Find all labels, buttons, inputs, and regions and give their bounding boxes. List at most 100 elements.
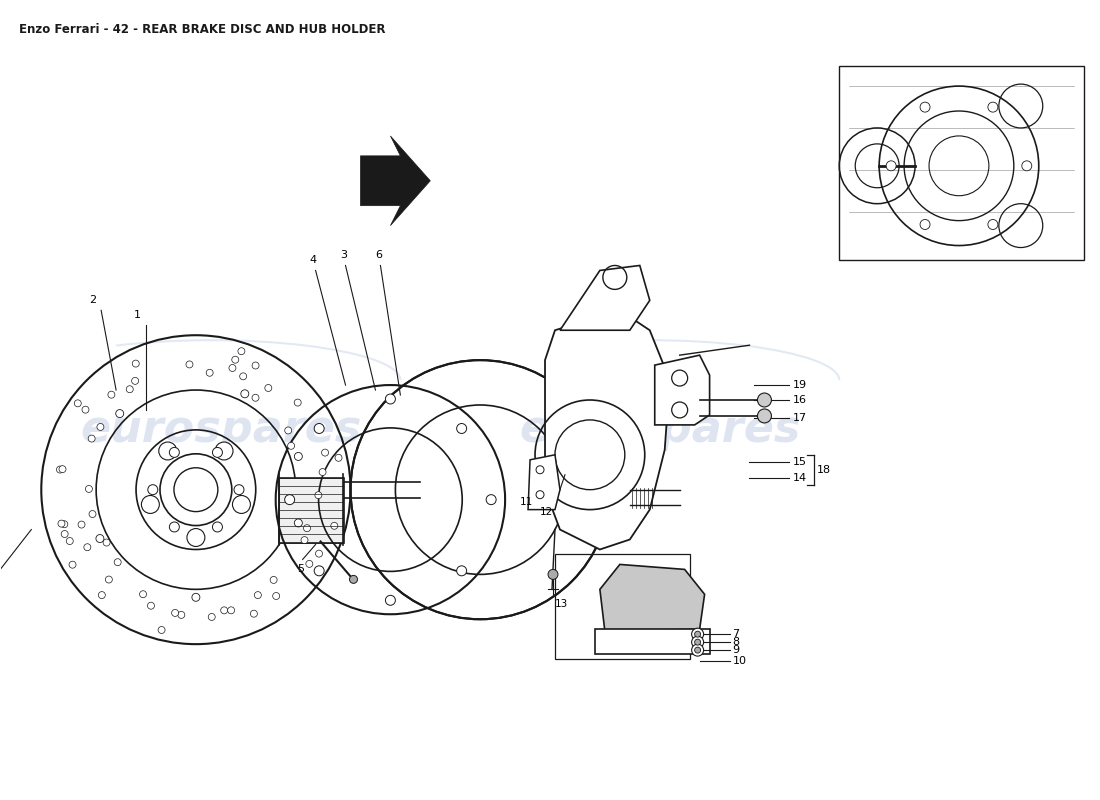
Circle shape <box>212 522 222 532</box>
Circle shape <box>106 576 112 583</box>
Circle shape <box>295 453 302 461</box>
Circle shape <box>251 610 257 617</box>
Circle shape <box>88 435 95 442</box>
Circle shape <box>252 362 260 369</box>
Circle shape <box>692 628 704 640</box>
Circle shape <box>108 391 114 398</box>
Circle shape <box>306 560 312 567</box>
Circle shape <box>456 423 466 434</box>
Circle shape <box>169 522 179 532</box>
Circle shape <box>758 393 771 407</box>
Circle shape <box>294 399 301 406</box>
Text: 13: 13 <box>556 599 569 610</box>
Circle shape <box>172 610 178 617</box>
Circle shape <box>147 602 154 610</box>
Circle shape <box>140 590 146 598</box>
Circle shape <box>58 520 65 527</box>
Bar <box>556 554 690 659</box>
Circle shape <box>158 442 177 460</box>
Circle shape <box>240 373 246 380</box>
Circle shape <box>132 378 139 384</box>
Circle shape <box>84 544 91 550</box>
Circle shape <box>1022 161 1032 170</box>
Circle shape <box>486 494 496 505</box>
Circle shape <box>132 360 140 367</box>
Circle shape <box>758 409 771 423</box>
Text: 6: 6 <box>375 250 382 261</box>
Text: 15: 15 <box>792 457 806 466</box>
Circle shape <box>273 593 279 599</box>
Circle shape <box>232 495 251 514</box>
Circle shape <box>315 423 324 434</box>
Circle shape <box>694 647 701 653</box>
Circle shape <box>221 607 228 614</box>
Circle shape <box>158 626 165 634</box>
Circle shape <box>169 447 179 458</box>
Circle shape <box>56 466 64 473</box>
Text: 16: 16 <box>792 395 806 405</box>
Text: eurospares: eurospares <box>519 408 801 451</box>
Text: 18: 18 <box>817 465 832 474</box>
Circle shape <box>187 529 205 546</box>
Circle shape <box>694 631 701 637</box>
Circle shape <box>86 486 92 493</box>
Text: 7: 7 <box>733 629 739 639</box>
Circle shape <box>336 454 342 462</box>
Circle shape <box>60 521 68 528</box>
Text: 9: 9 <box>733 645 739 655</box>
Circle shape <box>988 219 998 230</box>
Circle shape <box>78 521 85 528</box>
Polygon shape <box>528 455 560 510</box>
Circle shape <box>98 592 106 598</box>
Circle shape <box>66 538 74 545</box>
Text: 11: 11 <box>520 497 534 506</box>
Circle shape <box>887 161 896 170</box>
Bar <box>595 630 710 654</box>
Circle shape <box>350 575 358 583</box>
Text: Enzo Ferrari - 42 - REAR BRAKE DISC AND HUB HOLDER: Enzo Ferrari - 42 - REAR BRAKE DISC AND … <box>20 23 386 36</box>
Circle shape <box>315 492 322 498</box>
Circle shape <box>692 636 704 648</box>
Circle shape <box>548 570 558 579</box>
Circle shape <box>536 466 544 474</box>
Circle shape <box>254 592 262 598</box>
Circle shape <box>206 370 213 376</box>
Circle shape <box>315 566 324 576</box>
Circle shape <box>114 558 121 566</box>
Circle shape <box>186 361 192 368</box>
Text: 19: 19 <box>792 380 806 390</box>
Circle shape <box>142 495 160 514</box>
Circle shape <box>265 385 272 391</box>
Circle shape <box>147 485 157 494</box>
Circle shape <box>178 611 185 618</box>
Circle shape <box>241 390 249 398</box>
Circle shape <box>988 102 998 112</box>
Circle shape <box>456 566 466 576</box>
Circle shape <box>216 442 233 460</box>
Circle shape <box>232 356 239 363</box>
Circle shape <box>126 386 133 393</box>
Text: 17: 17 <box>792 413 806 423</box>
Circle shape <box>89 510 96 518</box>
Polygon shape <box>560 266 650 330</box>
Text: 5: 5 <box>297 565 304 574</box>
Circle shape <box>692 644 704 656</box>
Text: 3: 3 <box>340 250 346 261</box>
Circle shape <box>295 519 302 527</box>
Circle shape <box>252 394 258 402</box>
Polygon shape <box>544 310 670 550</box>
Circle shape <box>96 534 103 542</box>
Circle shape <box>319 469 326 475</box>
Text: 10: 10 <box>733 656 747 666</box>
Circle shape <box>69 562 76 568</box>
Circle shape <box>285 494 295 505</box>
Circle shape <box>301 537 308 544</box>
Bar <box>839 66 1084 261</box>
Circle shape <box>234 485 244 494</box>
Circle shape <box>116 410 123 418</box>
Bar <box>278 478 343 542</box>
Circle shape <box>229 365 235 371</box>
Circle shape <box>287 442 295 450</box>
Text: 2: 2 <box>89 295 96 306</box>
Circle shape <box>59 466 66 473</box>
